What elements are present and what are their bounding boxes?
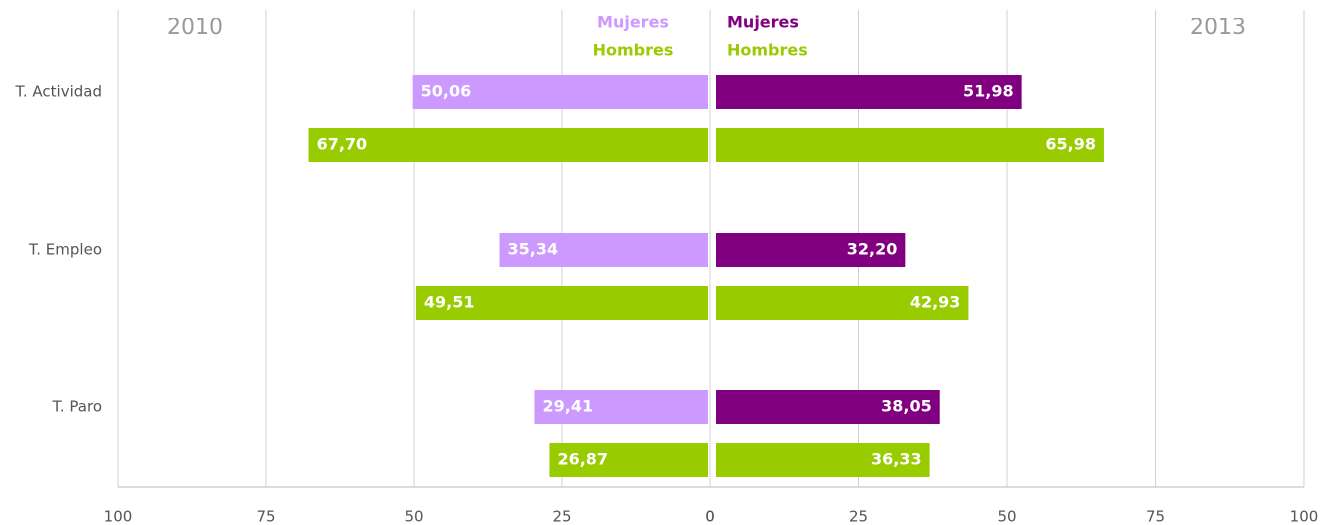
x-tick-label: 0 bbox=[705, 508, 715, 525]
data-label: 29,41 bbox=[542, 397, 593, 416]
panel-title: 2013 bbox=[1190, 15, 1246, 40]
data-label: 49,51 bbox=[424, 293, 475, 312]
legend-entry: Hombres bbox=[593, 41, 674, 60]
bar bbox=[716, 286, 969, 320]
panel-title: 2010 bbox=[167, 15, 223, 40]
data-label: 51,98 bbox=[963, 82, 1014, 101]
legend-entry: Mujeres bbox=[727, 13, 799, 32]
x-tick-label: 25 bbox=[552, 508, 571, 525]
x-tick-label: 50 bbox=[404, 508, 423, 525]
data-label: 26,87 bbox=[557, 450, 608, 469]
data-label: 65,98 bbox=[1045, 135, 1096, 154]
bar bbox=[716, 390, 940, 424]
data-label: 36,33 bbox=[871, 450, 922, 469]
legend-entry: Mujeres bbox=[597, 13, 669, 32]
bar bbox=[716, 233, 906, 267]
data-label: 32,20 bbox=[847, 240, 898, 259]
category-label: T. Paro bbox=[52, 398, 103, 416]
bar bbox=[308, 128, 708, 162]
bar bbox=[716, 75, 1022, 109]
x-tick-label: 25 bbox=[849, 508, 868, 525]
bar bbox=[716, 443, 930, 477]
x-tick-label: 75 bbox=[256, 508, 275, 525]
data-label: 38,05 bbox=[881, 397, 932, 416]
x-tick-label: 75 bbox=[1146, 508, 1165, 525]
top-mask bbox=[0, 0, 1324, 18]
bar bbox=[415, 286, 708, 320]
bar bbox=[716, 128, 1104, 162]
x-tick-label: 100 bbox=[1290, 508, 1319, 525]
data-label: 35,34 bbox=[507, 240, 558, 259]
data-label: 42,93 bbox=[910, 293, 961, 312]
bar bbox=[499, 233, 708, 267]
x-tick-label: 50 bbox=[997, 508, 1016, 525]
x-tick-label: 0 bbox=[705, 508, 715, 525]
bar bbox=[534, 390, 708, 424]
category-label: T. Empleo bbox=[28, 241, 102, 259]
data-label: 50,06 bbox=[421, 82, 472, 101]
bar bbox=[549, 443, 708, 477]
x-tick-label: 100 bbox=[104, 508, 133, 525]
legend-entry: Hombres bbox=[727, 41, 808, 60]
data-label: 67,70 bbox=[317, 135, 368, 154]
category-label: T. Actividad bbox=[15, 83, 103, 101]
bar bbox=[412, 75, 708, 109]
